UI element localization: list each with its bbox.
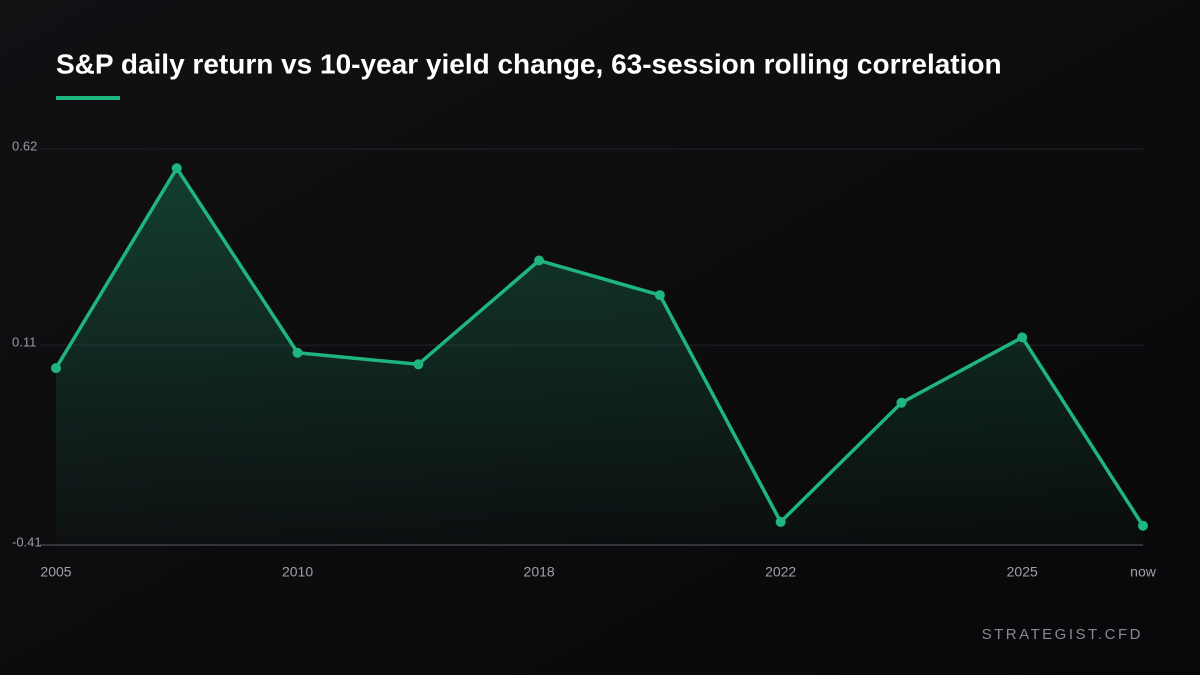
x-tick-label: 2018 [524,564,555,580]
point [1017,332,1028,343]
area [56,168,1143,545]
point [534,255,545,266]
point [171,163,182,174]
point [1138,520,1148,531]
point [775,516,786,527]
x-tick-label: 2010 [282,564,313,580]
chart-title: S&P daily return vs 10-year yield change… [56,48,1002,79]
point [654,290,665,301]
point [51,363,61,374]
x-tick-label: now [1130,564,1157,580]
title-accent [56,96,120,100]
point [413,359,424,370]
point [292,347,303,358]
x-tick-label: 2022 [765,564,796,580]
line [54,166,1145,527]
point [896,397,907,408]
y-tick-label: -0.41 [12,534,42,549]
y-tick-label: 0.11 [12,335,36,350]
x-tick-label: 2005 [40,564,71,580]
y-tick-label: 0.62 [12,138,37,153]
watermark: STRATEGIST.CFD [982,626,1143,643]
x-tick-label: 2025 [1007,564,1038,580]
